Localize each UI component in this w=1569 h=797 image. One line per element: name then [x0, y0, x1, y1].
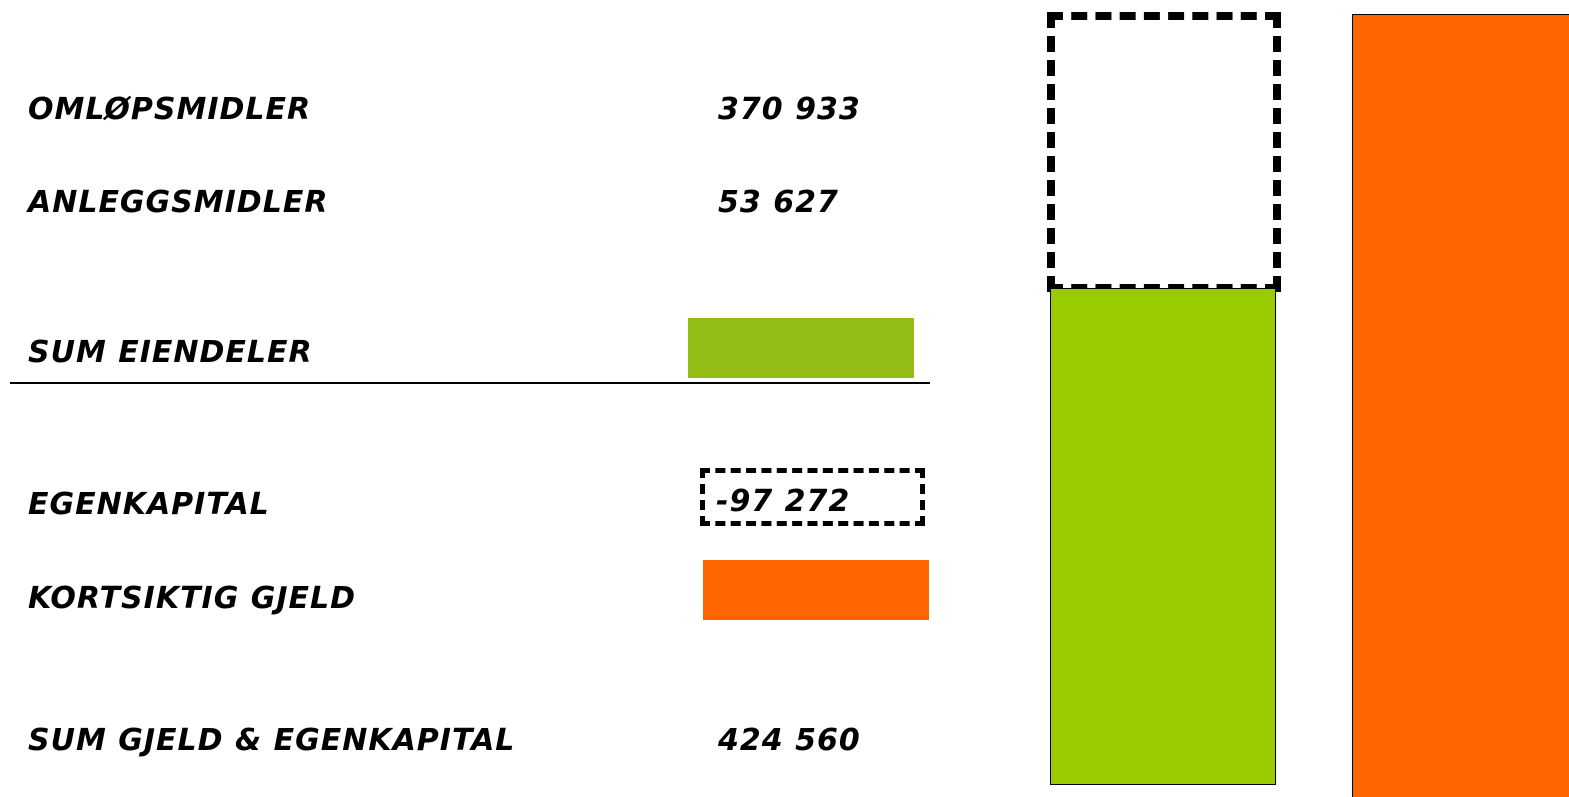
sum-eiendeler-swatch: [688, 318, 914, 378]
egenkapital-label: EGENKAPITAL: [28, 487, 270, 522]
liabilities-bar: [1352, 14, 1569, 797]
sum-eiendeler-label: SUM EIENDELER: [28, 335, 313, 370]
sum-gjeld-egenkapital-value: 424 560: [718, 723, 861, 758]
negative-equity-dashed-bar: [1047, 12, 1281, 292]
assets-bar: [1050, 288, 1276, 785]
kortsiktig-gjeld-swatch: [703, 560, 929, 620]
egenkapital-value: -97 272: [716, 484, 851, 519]
omlopsmidler-value: 370 933: [718, 92, 861, 127]
egenkapital-dashed-box: [700, 468, 925, 526]
section-divider: [10, 382, 930, 384]
anleggsmidler-label: ANLEGGSMIDLER: [28, 185, 329, 220]
omlopsmidler-label: OMLØPSMIDLER: [28, 92, 312, 127]
kortsiktig-gjeld-label: KORTSIKTIG GJELD: [28, 581, 357, 616]
anleggsmidler-value: 53 627: [718, 185, 839, 220]
sum-gjeld-egenkapital-label: SUM GJELD & EGENKAPITAL: [28, 723, 516, 758]
